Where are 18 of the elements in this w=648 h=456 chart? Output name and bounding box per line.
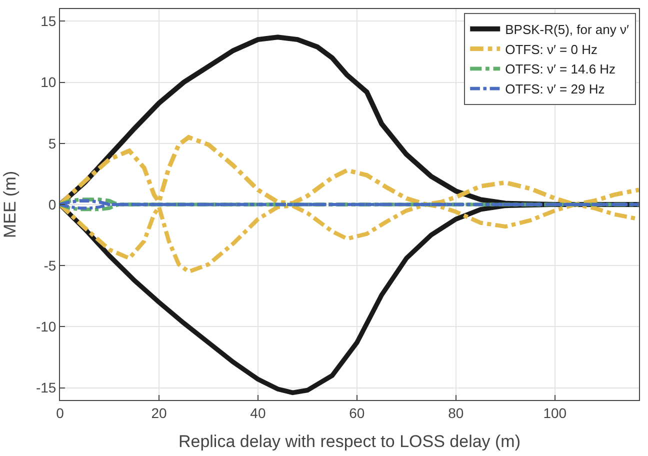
x-tick-label: 60 — [349, 404, 365, 421]
y-tick-label: 0 — [48, 196, 56, 212]
x-tick-label: 100 — [543, 404, 567, 421]
legend-label: OTFS: ν′ = 29 Hz — [505, 82, 605, 97]
x-axis-title: Replica delay with respect to LOSS delay (m) — [178, 432, 521, 452]
y-tick-label: -5 — [44, 257, 56, 274]
y-tick-label: 15 — [40, 13, 56, 30]
x-tick-label: 80 — [448, 404, 464, 421]
legend-label: BPSK-R(5), for any ν′ — [505, 22, 630, 37]
y-tick-label: -15 — [36, 380, 56, 396]
y-tick-label: 10 — [40, 74, 56, 90]
legend-label: OTFS: ν′ = 14.6 Hz — [505, 62, 616, 77]
x-tick-label: 20 — [151, 404, 167, 421]
x-tick-label: 40 — [250, 404, 266, 421]
y-tick-label: -10 — [36, 318, 56, 335]
y-tick-label: 5 — [48, 135, 56, 152]
legend-label: OTFS: ν′ = 0 Hz — [505, 42, 598, 57]
y-axis-title: MEE (m) — [0, 170, 20, 238]
